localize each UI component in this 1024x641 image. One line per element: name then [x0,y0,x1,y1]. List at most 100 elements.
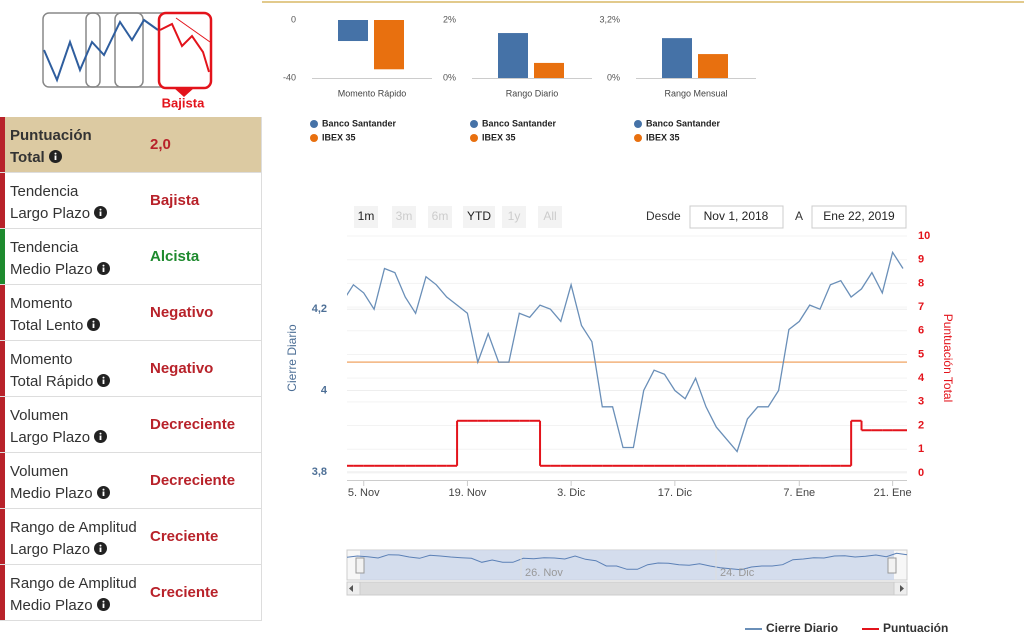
bar [698,54,728,78]
score-row: Tendencia Largo Plazo Bajista [0,173,262,229]
label-line: Momento [10,295,73,312]
trend-icon [42,11,213,97]
info-icon[interactable] [97,374,111,387]
y2-tick-label: 7 [918,301,924,313]
navigator-line [346,552,908,571]
trend-label: Bajista [162,95,205,110]
navigator-label: 26. Nov [525,567,563,579]
x-tick-label: Momento Rápido [338,88,407,98]
y-tick-label: 0% [443,72,456,82]
bar [498,33,528,78]
range-button[interactable] [538,206,562,228]
range-button[interactable] [463,206,495,228]
y-tick-label: 3,8 [312,466,327,478]
row-value: 2,0 [150,136,171,153]
row-indicator [0,453,5,508]
y2-tick-label: 9 [918,254,924,266]
label-line: Largo Plazo [10,429,91,446]
info-icon[interactable] [96,486,110,499]
bar [534,62,564,78]
info-icon[interactable] [48,150,62,163]
legend-label: IBEX 35 [646,132,680,142]
info-icon[interactable] [96,262,110,275]
legend-swatch [634,120,642,128]
score-row: Rango de Amplitud Largo Plazo Creciente [0,509,262,565]
row-indicator [0,229,5,284]
bar [662,38,692,78]
navigator-mask [360,550,894,580]
score-row: Rango de Amplitud Medio Plazo Creciente [0,565,262,621]
row-label: Momento Total Rápido [10,349,111,393]
y-tick-label: 2% [443,14,456,24]
label-line: Medio Plazo [10,597,93,614]
y-tick-label: 0 [291,14,296,24]
score-row: Puntuación Total 2,0 [0,117,262,173]
y2-axis-title: Puntuación Total [941,314,955,403]
info-icon[interactable] [94,206,108,219]
row-label: Volumen Largo Plazo [10,405,108,449]
navigator-handle[interactable] [355,557,365,574]
row-value: Creciente [150,584,219,601]
range-button[interactable] [392,206,416,228]
x-tick-label: 21. Ene [874,487,912,499]
row-label: Volumen Medio Plazo [10,461,110,505]
label-line: Largo Plazo [10,541,91,558]
y-tick-label: 4,2 [312,303,327,315]
legend-swatch [470,120,478,128]
label-line: Total Lento [10,317,84,334]
info-icon[interactable] [87,318,101,331]
y-tick-label: 0% [607,72,620,82]
score-row: Tendencia Medio Plazo Alcista [0,229,262,285]
range-button-label: 3m [396,209,413,223]
label-line: Total [10,149,45,166]
y2-tick-label: 5 [918,348,924,360]
range-button[interactable] [502,206,526,228]
x-tick-label: 17. Dic [658,487,693,499]
row-label: Puntuación Total [10,125,92,169]
row-indicator [0,117,5,172]
scroll-left[interactable] [349,585,353,592]
info-icon[interactable] [94,430,108,443]
legend-label: IBEX 35 [322,132,356,142]
row-indicator [0,565,5,620]
row-value: Bajista [150,192,200,209]
range-button-label: All [543,209,556,223]
legend-label: IBEX 35 [482,132,516,142]
date-to: Ene 22, 2019 [823,209,895,223]
row-indicator [0,341,5,396]
scroll-right[interactable] [900,585,904,592]
row-value: Decreciente [150,472,236,489]
navigator-handle[interactable] [887,557,897,574]
row-indicator [0,173,5,228]
legend-label: Puntuación [883,621,948,635]
y2-tick-label: 10 [918,230,930,242]
y-tick-label: -40 [283,72,296,82]
info-icon[interactable] [96,598,110,611]
score-row: Momento Total Lento Negativo [0,285,262,341]
row-value: Negativo [150,304,214,321]
x-tick-label: 7. Ene [783,487,815,499]
range-button-label: YTD [467,209,491,223]
price-line [347,250,904,453]
label-line: Puntuación [10,127,92,144]
legend-swatch [634,134,642,142]
scrollbar-thumb[interactable] [359,581,895,596]
legend-swatch [310,134,318,142]
label-line: Tendencia [10,239,79,256]
range-button[interactable] [428,206,452,228]
date-from-input[interactable] [689,205,784,229]
y2-tick-label: 8 [918,277,924,289]
legend-swatch [470,134,478,142]
label-line: Rango de Amplitud [10,519,137,536]
label-line: Total Rápido [10,373,94,390]
row-indicator [0,285,5,340]
row-value: Alcista [150,248,200,265]
info-icon[interactable] [94,542,108,555]
label-line: Largo Plazo [10,205,91,222]
y2-tick-label: 6 [918,325,924,337]
date-to-input[interactable] [811,205,907,229]
row-value: Decreciente [150,416,236,433]
row-indicator [0,397,5,452]
label-line: Volumen [10,463,69,480]
range-button[interactable] [354,206,378,228]
